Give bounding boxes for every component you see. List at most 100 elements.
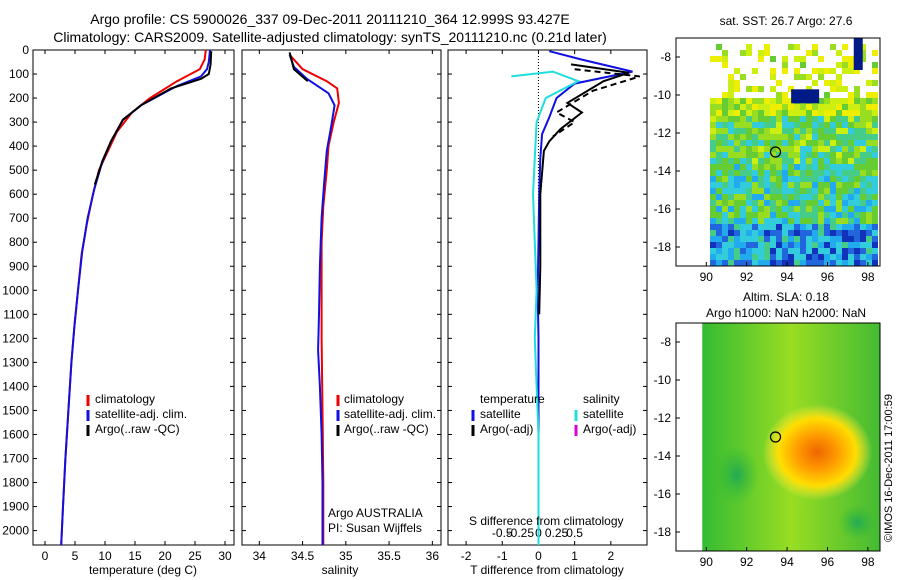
depth-tick-label: 0 xyxy=(22,43,29,57)
sst-cell xyxy=(830,134,836,140)
sst-cell xyxy=(722,182,728,188)
sla_map-argo-marker xyxy=(769,431,782,443)
sst-cell xyxy=(764,116,770,122)
sst-cell xyxy=(770,128,776,134)
sst-cell xyxy=(758,158,764,164)
sst-cell xyxy=(812,68,818,74)
sst-cell xyxy=(860,206,866,212)
sla-map-frame xyxy=(675,322,881,552)
sst-cell xyxy=(848,206,854,212)
sst-cell xyxy=(764,206,770,212)
sst-cell xyxy=(740,230,746,236)
sst-cell xyxy=(764,200,770,206)
sst-cell xyxy=(782,110,788,116)
sst-cell xyxy=(716,188,722,194)
sst-cell xyxy=(788,158,794,164)
sst-cell xyxy=(842,152,848,158)
sst-cell xyxy=(794,188,800,194)
sst-cell xyxy=(752,164,758,170)
sst-cell xyxy=(818,146,824,152)
sst-cell xyxy=(764,140,770,146)
sst-cell xyxy=(758,236,764,242)
sst-cell xyxy=(872,176,878,182)
sst-cell xyxy=(800,212,806,218)
sst-cell xyxy=(818,68,824,74)
salinity-series-2 xyxy=(288,52,309,82)
sst_map-xtick-label: 92 xyxy=(740,270,754,284)
sst-cell xyxy=(830,212,836,218)
sst-cell xyxy=(752,230,758,236)
sst-cell xyxy=(776,188,782,194)
salinity-series-1 xyxy=(288,54,336,545)
sst_map-xtick-label: 90 xyxy=(700,270,714,284)
sst-cell xyxy=(842,110,848,116)
salinity-xtick-label: 35 xyxy=(339,549,353,563)
sst-cell xyxy=(860,200,866,206)
sst-cell xyxy=(716,122,722,128)
sst-cell xyxy=(812,254,818,260)
sst-cell xyxy=(818,104,824,110)
sst-cell xyxy=(710,134,716,140)
sst-cell xyxy=(740,200,746,206)
sst-cell xyxy=(722,236,728,242)
sst-cell xyxy=(836,140,842,146)
sst-cell xyxy=(872,170,878,176)
sst-cell xyxy=(806,86,812,92)
sst-cell xyxy=(782,134,788,140)
sst-cell xyxy=(740,110,746,116)
sst-cell xyxy=(824,206,830,212)
sst-cell xyxy=(806,206,812,212)
sst-cell xyxy=(854,122,860,128)
sst-cell xyxy=(776,248,782,254)
sst-cell xyxy=(824,230,830,236)
sst-cell xyxy=(770,158,776,164)
temperature-series-1 xyxy=(60,49,211,546)
diff-top-tick-label: -0.5 xyxy=(492,526,513,540)
sst-cell xyxy=(746,260,752,266)
depth-tick-label: 900 xyxy=(9,259,29,273)
sst-cell xyxy=(710,110,716,116)
sst-cell xyxy=(740,50,746,56)
sst-cell xyxy=(710,56,716,62)
sst-cell xyxy=(788,140,794,146)
sst-cell xyxy=(842,134,848,140)
sst_map-ytick-label: -8 xyxy=(660,50,671,64)
sst-cell xyxy=(830,164,836,170)
sst-cell xyxy=(770,170,776,176)
sst-cell xyxy=(764,248,770,254)
sst-cell xyxy=(794,122,800,128)
sst-cell xyxy=(758,122,764,128)
sst-cell xyxy=(800,182,806,188)
sst-cell xyxy=(824,80,830,86)
sst-cell xyxy=(788,206,794,212)
salinity-xtick-label: 34 xyxy=(253,549,267,563)
sst-cell xyxy=(734,242,740,248)
sst-cell xyxy=(842,98,848,104)
sst-cell xyxy=(776,242,782,248)
sst-cell xyxy=(764,224,770,230)
sst-cell xyxy=(740,254,746,260)
sst-cell xyxy=(722,230,728,236)
sst-cell xyxy=(830,80,836,86)
sst-cell xyxy=(860,44,866,50)
sst-cell xyxy=(776,194,782,200)
sst-cell xyxy=(728,122,734,128)
temperature-xtick-label: 15 xyxy=(128,549,142,563)
sst-cell xyxy=(866,176,872,182)
sst-cell xyxy=(812,152,818,158)
sst-cell xyxy=(806,260,812,266)
sst-cell xyxy=(830,260,836,266)
sst-cell xyxy=(752,206,758,212)
sst-cell xyxy=(860,242,866,248)
sst-cell xyxy=(818,260,824,266)
sst-cell xyxy=(794,230,800,236)
sst-cell xyxy=(782,68,788,74)
sst-cell xyxy=(710,170,716,176)
sst-cell xyxy=(824,236,830,242)
sst-cell xyxy=(830,242,836,248)
sst-cell xyxy=(716,230,722,236)
depth-tick-label: 1900 xyxy=(2,500,29,514)
sst-cell xyxy=(842,242,848,248)
sst-cell xyxy=(710,176,716,182)
sst-cell xyxy=(746,194,752,200)
